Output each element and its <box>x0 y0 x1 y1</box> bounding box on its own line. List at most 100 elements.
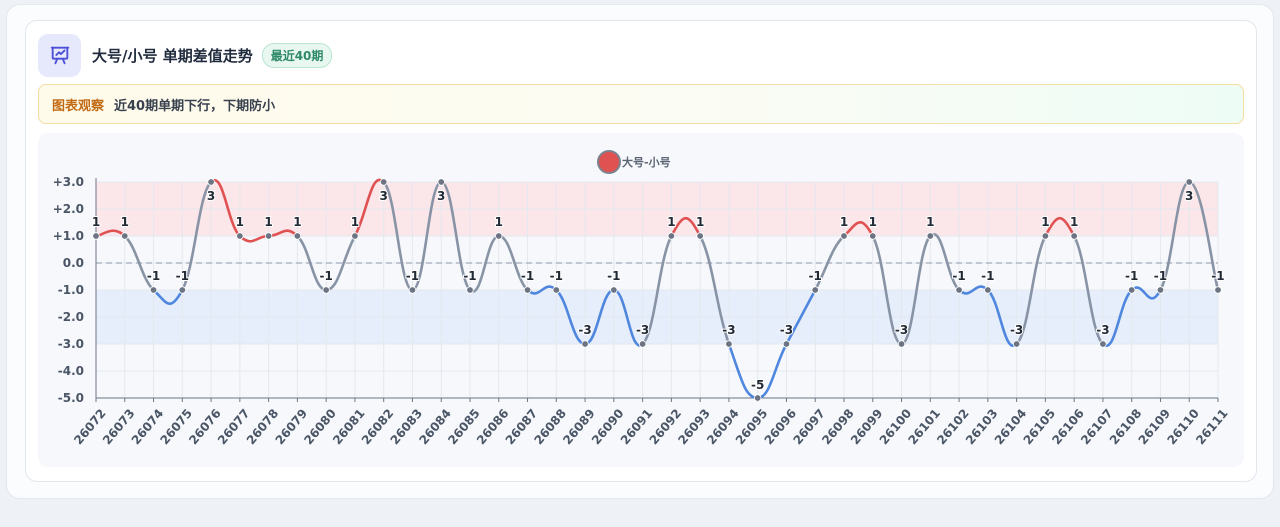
series-line-segment <box>986 288 1018 347</box>
series-line-segment <box>1187 180 1220 292</box>
data-label: -5 <box>751 378 764 392</box>
observation-label: 图表观察 <box>52 98 105 114</box>
series-line-segment <box>842 221 875 238</box>
data-label: 3 <box>1185 189 1193 203</box>
data-point <box>437 178 445 186</box>
data-label: -1 <box>809 269 822 283</box>
data-label: -1 <box>319 269 332 283</box>
y-tick-label: +1.0 <box>53 229 84 243</box>
data-point <box>523 286 532 294</box>
data-label: -3 <box>780 323 793 337</box>
data-label: -1 <box>521 269 534 283</box>
data-point <box>955 286 963 294</box>
series-line-segment <box>698 234 731 346</box>
series-line-segment <box>1015 234 1047 346</box>
data-point <box>121 232 129 240</box>
series-line-segment <box>670 216 702 238</box>
data-label: -1 <box>147 269 160 283</box>
data-label: -1 <box>463 269 476 283</box>
data-label: 3 <box>380 189 388 203</box>
series-line-segment <box>382 180 414 292</box>
data-point <box>610 286 618 294</box>
data-point <box>495 232 503 240</box>
data-point <box>207 178 215 186</box>
y-tick-label: -1.0 <box>58 283 84 297</box>
data-label: -3 <box>895 323 908 337</box>
data-label: 1 <box>121 215 129 229</box>
data-label: -1 <box>981 269 994 283</box>
data-label: -3 <box>1010 323 1023 337</box>
card-header: 大号/小号 单期差值走势 最近40期 <box>38 33 333 77</box>
data-point <box>408 286 417 294</box>
data-point <box>1156 286 1165 294</box>
series-line-segment <box>929 233 961 292</box>
series-line-segment <box>152 288 184 305</box>
series-line-segment <box>813 234 846 292</box>
data-label: 1 <box>236 215 244 229</box>
series-line-segment <box>181 180 213 292</box>
data-point <box>1185 178 1193 186</box>
data-label: 1 <box>1070 215 1078 229</box>
series-line-segment <box>209 179 242 238</box>
series-line-segment <box>439 180 472 292</box>
series-line-segment <box>1101 288 1133 347</box>
y-tick-label: +2.0 <box>53 202 84 216</box>
series-line-segment <box>641 234 673 346</box>
data-label: -3 <box>722 323 735 337</box>
data-point <box>92 232 100 240</box>
data-point <box>1099 340 1107 348</box>
observation-text: 近40期单期下行，下期防小 <box>114 98 276 114</box>
data-point <box>581 340 589 348</box>
data-point <box>984 286 992 294</box>
data-point <box>869 232 877 240</box>
data-label: 1 <box>667 215 675 229</box>
data-label: 1 <box>869 215 877 229</box>
chart-title: 大号/小号 单期差值走势 <box>92 46 253 65</box>
data-label: -1 <box>1154 269 1167 283</box>
data-label: 1 <box>351 215 359 229</box>
data-label: -3 <box>636 323 649 337</box>
y-tick-label: -2.0 <box>58 310 84 324</box>
data-point <box>696 232 704 240</box>
data-point <box>1070 232 1078 240</box>
data-label: 1 <box>696 215 704 229</box>
data-label: -3 <box>1096 323 1109 337</box>
series-line-segment <box>612 288 644 347</box>
page-frame: 大号/小号 单期差值走势 最近40期 图表观察 近40期单期下行，下期防小 +3… <box>6 4 1274 499</box>
series-line-segment <box>785 288 817 346</box>
y-tick-label: -5.0 <box>58 391 84 405</box>
data-point <box>753 394 762 402</box>
y-tick-label: +3.0 <box>53 175 84 189</box>
data-point <box>782 340 791 348</box>
y-tick-label: 0.0 <box>63 256 84 270</box>
chart-panel: +3.0 +2.0 +1.0 0.0 -1.0 -2.0 -3.0 -4.0 -5.0 26072… <box>38 133 1244 467</box>
series-line-segment <box>1159 180 1191 292</box>
data-point <box>293 232 302 240</box>
series-line-segment <box>900 234 932 346</box>
data-point <box>264 232 273 240</box>
data-point <box>149 286 158 294</box>
data-label: 1 <box>264 215 272 229</box>
data-point <box>552 286 561 294</box>
series-line-segment <box>411 180 443 292</box>
data-point <box>897 340 906 348</box>
data-label: -1 <box>952 269 965 283</box>
y-tick-label: -3.0 <box>58 337 84 351</box>
line-chart: +3.0+2.0+1.00.0-1.0-2.0-3.0-4.0-5.026072… <box>53 150 1231 447</box>
data-point <box>667 232 676 240</box>
data-label: -1 <box>550 269 563 283</box>
series-line-segment <box>1044 216 1076 238</box>
series-line-segment <box>1072 234 1105 346</box>
data-point <box>840 232 848 240</box>
series-line-segment <box>238 234 270 243</box>
series-line-segment <box>1130 286 1162 300</box>
data-point <box>1012 340 1021 348</box>
data-label: 1 <box>92 215 100 229</box>
period-badge: 最近40期 <box>261 42 333 68</box>
series-line-segment <box>123 234 155 292</box>
data-label: 1 <box>495 215 503 229</box>
data-label: 1 <box>926 215 934 229</box>
legend-label: 大号-小号 <box>622 155 671 169</box>
data-point <box>1127 286 1136 294</box>
data-point <box>379 178 388 186</box>
